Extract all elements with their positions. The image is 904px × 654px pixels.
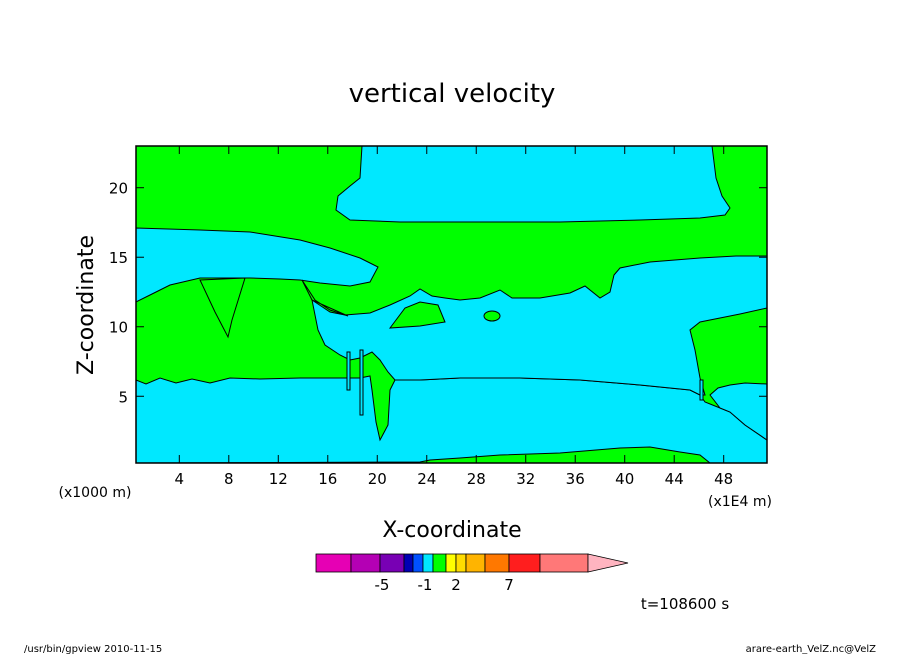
footer-left: /usr/bin/gpview 2010-11-15 — [24, 644, 162, 654]
contour-region — [135, 375, 768, 464]
y-axis: 5 10 15 20 — [109, 180, 767, 406]
x-axis: 4 8 12 16 20 24 28 32 36 40 44 48 — [175, 146, 733, 488]
x-tick-label: 4 — [175, 470, 185, 488]
x-tick-label: 8 — [224, 470, 234, 488]
contour-region — [301, 279, 349, 317]
contour-region — [346, 351, 351, 391]
chart-title: vertical velocity — [349, 79, 556, 109]
footer-right: arare-earth_VelZ.nc@VelZ — [746, 644, 877, 654]
contour-region — [359, 349, 364, 416]
x-tick-label: 12 — [269, 470, 288, 488]
contour-region — [199, 277, 246, 339]
contour-region — [335, 145, 731, 223]
y-axis-label: Z-coordinate — [74, 235, 99, 375]
x-tick-label: 44 — [665, 470, 684, 488]
negative-velocity-regions — [135, 145, 768, 464]
x-tick-label: 36 — [566, 470, 585, 488]
colorbar-arrow — [587, 553, 629, 573]
colorbar-label: 2 — [451, 576, 461, 594]
contour-region — [483, 310, 501, 322]
contour-region — [699, 379, 704, 401]
plot-frame — [135, 145, 768, 464]
x-tick-label: 32 — [516, 470, 535, 488]
colorbar-segment — [412, 553, 424, 573]
contour-region — [388, 301, 446, 329]
x-unit-left-label: (x1000 m) — [59, 485, 132, 501]
colorbar-segment — [432, 553, 447, 573]
colorbar-segment — [379, 553, 405, 573]
colorbar-label: -1 — [418, 576, 433, 594]
x-tick-label: 28 — [467, 470, 486, 488]
x-tick-label: 16 — [318, 470, 337, 488]
contour-region — [135, 227, 379, 303]
colorbar — [315, 553, 629, 573]
colorbar-segment — [508, 553, 541, 573]
colorbar-segment — [350, 553, 381, 573]
plot-area — [135, 145, 768, 464]
x-tick-label: 20 — [368, 470, 387, 488]
y-tick-label: 20 — [109, 180, 128, 198]
colorbar-segment — [539, 553, 589, 573]
y-tick-label: 5 — [118, 388, 128, 406]
colorbar-segment — [445, 553, 457, 573]
colorbar-segment — [422, 553, 434, 573]
x-unit-right-label: (x1E4 m) — [708, 494, 772, 510]
time-label: t=108600 s — [641, 595, 729, 613]
x-tick-label: 24 — [417, 470, 436, 488]
x-tick-label: 48 — [714, 470, 733, 488]
colorbar-segment — [455, 553, 467, 573]
colorbar-segment — [465, 553, 486, 573]
colorbar-segment — [315, 553, 352, 573]
colorbar-segment — [403, 553, 414, 573]
colorbar-segment — [484, 553, 510, 573]
colorbar-label: 7 — [504, 576, 514, 594]
y-tick-label: 10 — [109, 319, 128, 337]
x-tick-label: 40 — [615, 470, 634, 488]
colorbar-label: -5 — [375, 576, 390, 594]
y-tick-label: 15 — [109, 249, 128, 267]
colorbar-labels: -5 -1 2 7 — [375, 576, 514, 594]
x-axis-label: X-coordinate — [382, 518, 521, 543]
